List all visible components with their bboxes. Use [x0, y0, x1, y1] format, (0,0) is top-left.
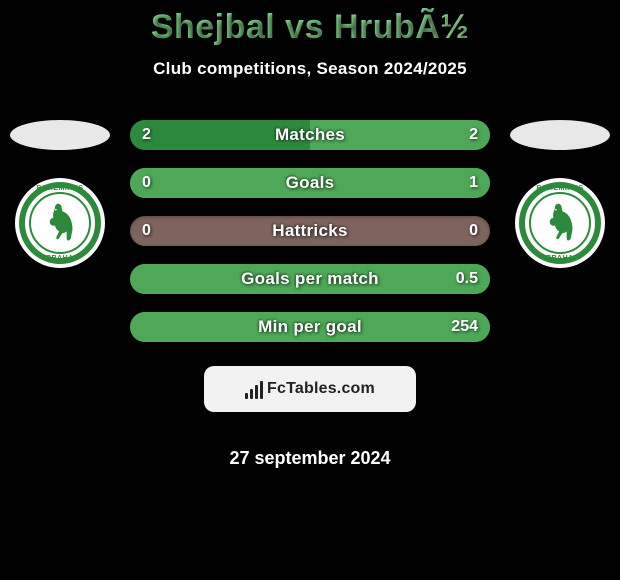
bar-icon-bar [250, 389, 253, 399]
page-title: Shejbal vs HrubÃ½ [0, 0, 620, 47]
crest-bottom-label: PRAHA [46, 255, 73, 262]
fctables-text: FcTables.com [267, 380, 375, 398]
stat-row: 2 Matches 2 [130, 120, 490, 150]
subtitle: Club competitions, Season 2024/2025 [0, 59, 620, 79]
stat-value-right: 0 [469, 222, 478, 240]
stat-row: 0 Hattricks 0 [130, 216, 490, 246]
stat-row: 0 Goals 1 [130, 168, 490, 198]
club-crest-right: BOHEMIANS PRAHA [515, 178, 605, 268]
stat-value-left: 2 [142, 126, 151, 144]
stat-value-right: 1 [469, 174, 478, 192]
title-text: Shejbal vs HrubÃ½ [151, 8, 469, 46]
kangaroo-icon [543, 203, 577, 243]
stat-value-right: 2 [469, 126, 478, 144]
stat-label: Matches [275, 125, 345, 145]
kangaroo-icon [43, 203, 77, 243]
club-crest-left: BOHEMIANS PRAHA [15, 178, 105, 268]
flag-right [510, 120, 610, 150]
stat-label: Hattricks [272, 221, 347, 241]
crest-top-label: BOHEMIANS [36, 185, 83, 192]
stat-row: Min per goal 254 [130, 312, 490, 342]
comparison-infographic: Shejbal vs HrubÃ½ Club competitions, Sea… [0, 0, 620, 580]
stat-row: Goals per match 0.5 [130, 264, 490, 294]
player-right-panel: BOHEMIANS PRAHA [500, 120, 620, 268]
stat-label: Goals [286, 173, 335, 193]
stat-label: Min per goal [258, 317, 362, 337]
date-label: 27 september 2024 [229, 448, 390, 469]
flag-left [10, 120, 110, 150]
stat-value-left: 0 [142, 222, 151, 240]
player-left-panel: BOHEMIANS PRAHA [0, 120, 120, 268]
bar-icon-bar [245, 393, 248, 399]
bar-icon-bar [260, 381, 263, 399]
crest-bottom-label: PRAHA [546, 255, 573, 262]
stat-label: Goals per match [241, 269, 379, 289]
fctables-watermark: FcTables.com [204, 366, 416, 412]
stat-value-left: 0 [142, 174, 151, 192]
stat-value-right: 0.5 [456, 270, 478, 288]
stat-value-right: 254 [451, 318, 478, 336]
stats-panel: 2 Matches 2 0 Goals 1 0 Hattricks 0 Goals per mat… [120, 120, 500, 469]
bar-icon-bar [255, 385, 258, 399]
bar-chart-icon [245, 379, 263, 399]
crest-top-label: BOHEMIANS [536, 185, 583, 192]
